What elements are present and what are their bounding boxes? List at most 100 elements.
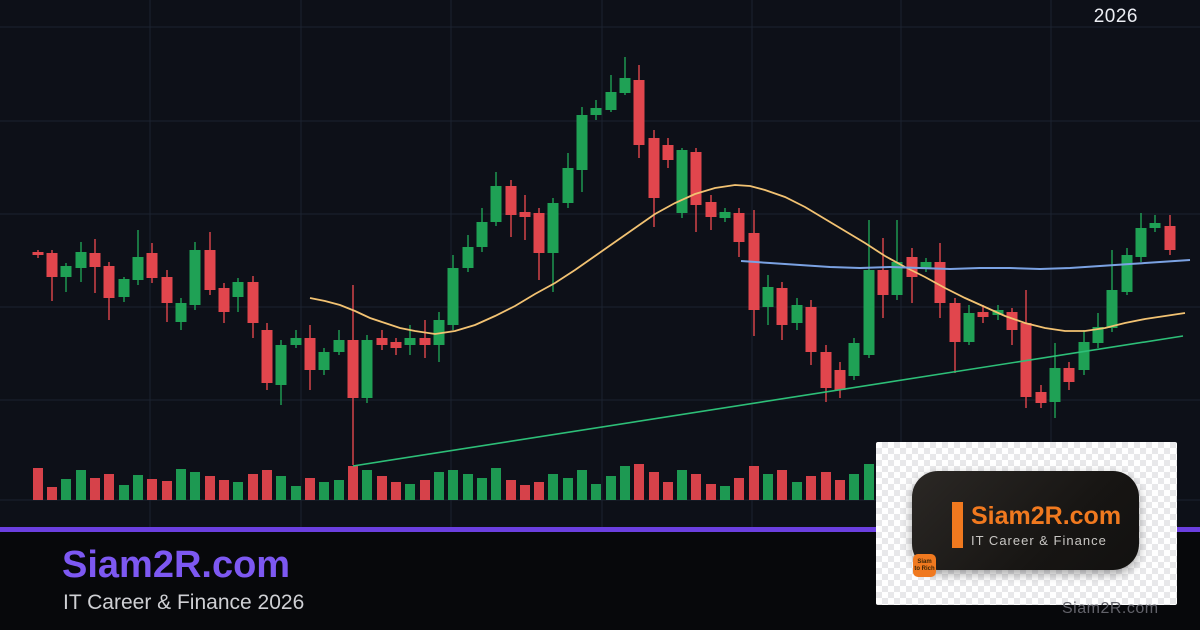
volume-bar: [491, 468, 501, 500]
volume-bar: [835, 480, 845, 500]
candle-body: [605, 92, 617, 110]
volume-bar: [720, 486, 730, 500]
candle-body: [218, 288, 230, 312]
candle-body: [690, 152, 702, 205]
volume-bar: [691, 474, 701, 500]
candle-body: [132, 257, 144, 280]
candle-body: [533, 213, 545, 253]
candle-body: [648, 138, 660, 198]
candle-body: [762, 287, 774, 307]
candle-body: [619, 78, 631, 93]
site-tagline: IT Career & Finance 2026: [63, 591, 305, 614]
volume-bar: [534, 482, 544, 500]
volume-bar: [276, 476, 286, 500]
volume-bar: [821, 472, 831, 500]
volume-bar: [362, 470, 372, 500]
candle-body: [347, 340, 359, 398]
candle-body: [805, 307, 817, 352]
volume-bar: [563, 478, 573, 500]
candle-body: [462, 247, 474, 268]
candle-body: [161, 277, 173, 303]
candle-body: [118, 279, 130, 297]
candle-body: [304, 338, 316, 370]
volume-bar: [305, 478, 315, 500]
candle-body: [820, 352, 832, 388]
candle-body: [1035, 392, 1047, 403]
candle-body: [834, 370, 846, 390]
candle-body: [32, 252, 44, 255]
volume-bar: [248, 474, 258, 500]
candle-body: [75, 252, 87, 268]
candle-body: [863, 270, 875, 355]
candle-body: [1049, 368, 1061, 402]
candle-body: [1164, 226, 1176, 250]
candle-body: [633, 80, 645, 145]
purple-divider: [0, 527, 1200, 532]
volume-bar: [47, 487, 57, 500]
volume-bar: [190, 472, 200, 500]
candle-body: [361, 340, 373, 398]
moving-average-slow: [740, 259, 1191, 271]
candle-body: [1063, 368, 1075, 382]
chart-year-label: 2026: [1093, 6, 1138, 27]
volume-bar: [463, 474, 473, 500]
volume-bar: [391, 482, 401, 500]
candle-body: [977, 312, 989, 317]
siam-to-rich-logo: Siam to Rich: [913, 554, 936, 577]
candle-body: [1106, 290, 1118, 328]
volume-bar: [520, 485, 530, 500]
candle-body: [247, 282, 259, 323]
volume-bar: [763, 474, 773, 500]
logo-line-1: Siam: [917, 558, 932, 565]
volume-bar: [262, 470, 272, 500]
candle-body: [719, 212, 731, 218]
volume-bar: [76, 470, 86, 500]
candle-body: [1149, 223, 1161, 228]
candle-body: [562, 168, 574, 203]
volume-bar: [777, 470, 787, 500]
volume-bar: [90, 478, 100, 500]
candle-body: [676, 150, 688, 213]
volume-bar: [849, 474, 859, 500]
candle-body: [46, 253, 58, 277]
candle-body: [175, 303, 187, 322]
candle-body: [733, 213, 745, 242]
candle-body: [60, 266, 72, 277]
volume-bar: [291, 486, 301, 500]
candle-body: [705, 202, 717, 217]
volume-bar: [477, 478, 487, 500]
volume-bar: [606, 476, 616, 500]
volume-bar: [133, 475, 143, 500]
candle-body: [89, 253, 101, 267]
watermark: Siam2R.com: [1062, 600, 1159, 617]
candle-body: [1006, 312, 1018, 330]
candle-body: [877, 270, 889, 295]
candle-body: [934, 262, 946, 303]
volume-bar: [219, 480, 229, 500]
candle-body: [519, 212, 531, 217]
brand-card-inner: Siam2R.com IT Career & Finance: [912, 471, 1139, 570]
volume-bar: [620, 466, 630, 500]
candle-body: [275, 345, 287, 385]
brand-card: Siam2R.com IT Career & Finance Siam to R…: [876, 442, 1177, 605]
candle-body: [318, 352, 330, 370]
volume-bar: [548, 474, 558, 500]
volume-bar: [506, 480, 516, 500]
candle-body: [189, 250, 201, 305]
candle-body: [390, 342, 402, 348]
volume-bar: [749, 466, 759, 500]
volume-bar: [233, 482, 243, 500]
moving-average-fast: [309, 184, 1186, 335]
candle-body: [447, 268, 459, 325]
volume-bar: [147, 479, 157, 500]
candle-body: [146, 253, 158, 278]
volume-bar: [405, 484, 415, 500]
candle-body: [333, 340, 345, 352]
candle-body: [748, 233, 760, 310]
volume-bar: [591, 484, 601, 500]
candle-body: [505, 186, 517, 215]
brand-card-subtitle: IT Career & Finance: [971, 533, 1107, 549]
candle-body: [419, 338, 431, 345]
volume-bar: [319, 482, 329, 500]
